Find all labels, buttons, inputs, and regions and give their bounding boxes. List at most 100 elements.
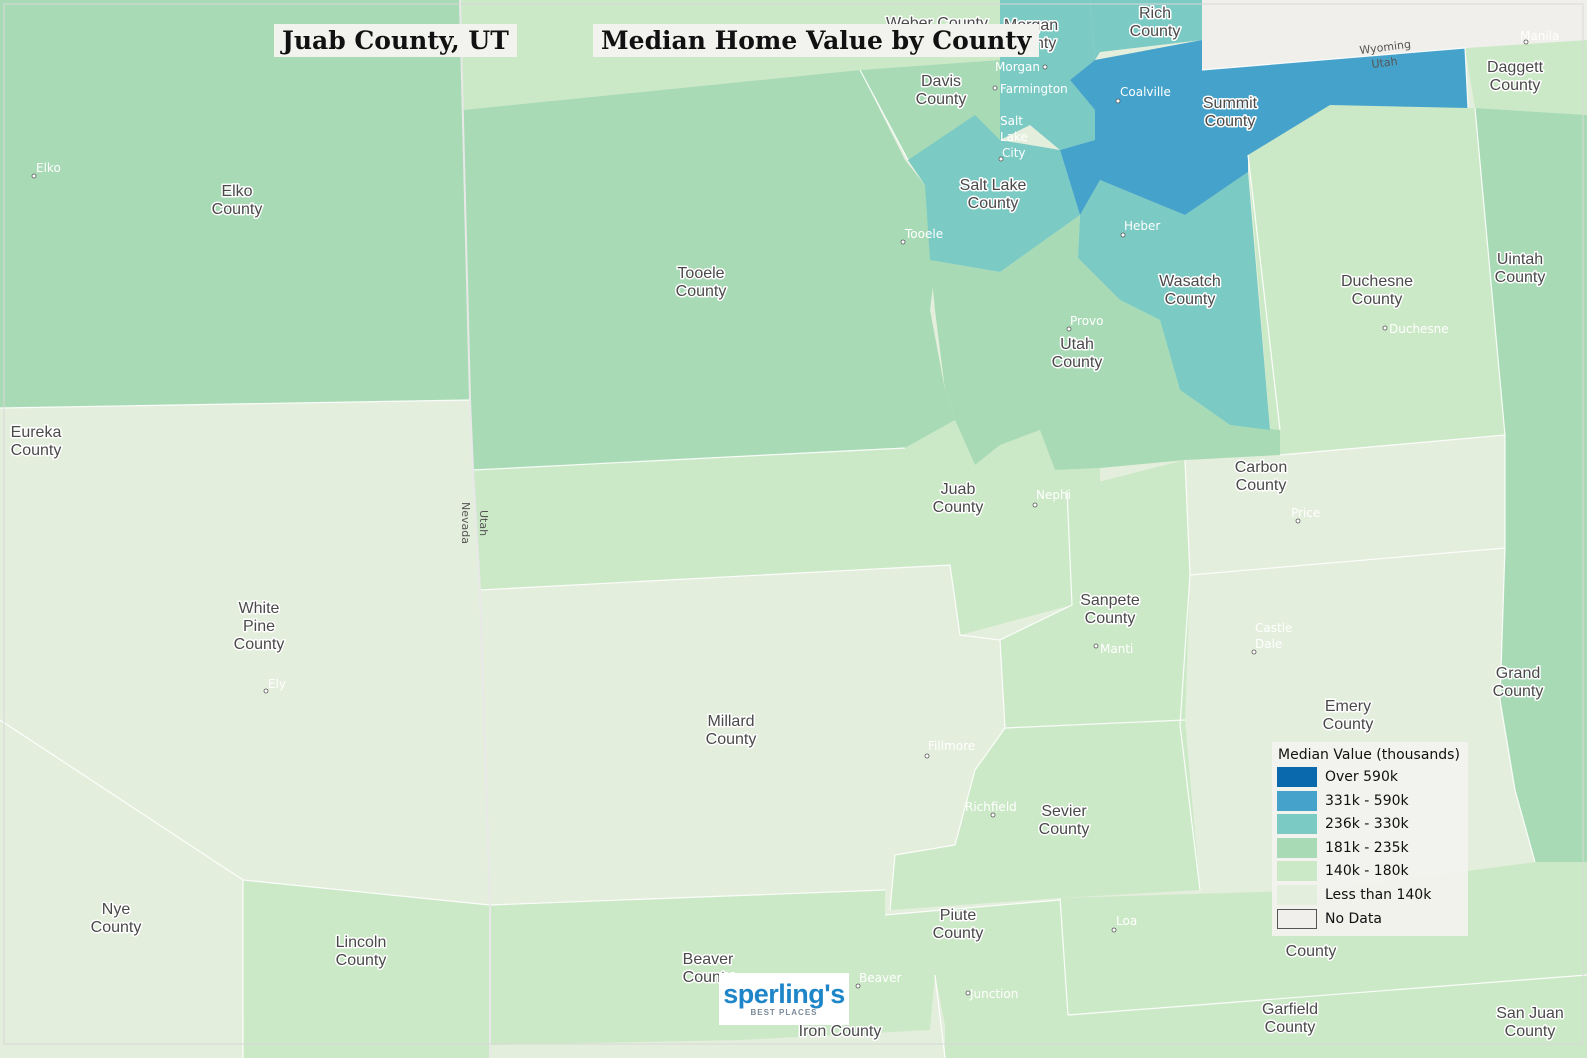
county-label-san-juan: San Juan County: [1496, 1005, 1564, 1040]
legend-swatch: [1277, 909, 1317, 929]
city-markers: [31, 39, 1529, 996]
county-label-iron: Iron County: [799, 1023, 882, 1040]
legend-label: 181k - 235k: [1325, 840, 1409, 856]
sperlings-logo[interactable]: sperling's BEST PLACES: [719, 973, 849, 1025]
legend-label: No Data: [1325, 911, 1382, 927]
county-label-emery: Emery County: [1323, 698, 1374, 733]
legend-item: 331k - 590k: [1277, 790, 1409, 812]
region-uintah-county: [1475, 108, 1587, 548]
city-elko: Elko: [36, 161, 61, 175]
city-farmington: Farmington: [1000, 82, 1068, 96]
region-salt-lake-county: [908, 115, 1080, 272]
legend-item: No Data: [1277, 908, 1382, 930]
city-manila: Manila: [1520, 29, 1559, 43]
city-beaver: Beaver: [859, 971, 901, 985]
legend-item: 181k - 235k: [1277, 837, 1409, 859]
city-loa: Loa: [1116, 914, 1137, 928]
layer-331k-590k: [1060, 40, 1468, 215]
legend-swatch: [1277, 814, 1317, 834]
logo-tagline: BEST PLACES: [750, 1008, 818, 1017]
legend-label: 236k - 330k: [1325, 816, 1409, 832]
legend-swatch: [1277, 767, 1317, 787]
state-label-nevada: Nevada: [459, 502, 472, 544]
state-label-wyoming: Wyoming: [1359, 38, 1412, 57]
state-border: [459, 0, 491, 1058]
city-castle-dale: Castle Dale: [1255, 621, 1292, 651]
region-elko-county: [0, 0, 470, 408]
region-summit-county: [1060, 40, 1468, 215]
city-coalville: Coalville: [1120, 85, 1171, 99]
layer-181k-235k: [0, 0, 1587, 862]
county-label-tooele: Tooele County: [676, 265, 727, 300]
city-price: Price: [1291, 506, 1320, 520]
map-frame: [3, 3, 1584, 1045]
page-title: Juab County, UT: [274, 24, 517, 57]
county-label-summit: Summit County: [1203, 95, 1258, 130]
county-label-nye: Nye County: [91, 901, 142, 936]
city-salt-lake-city: Salt Lake City: [1000, 114, 1028, 160]
legend-swatch: [1277, 791, 1317, 811]
region-duchesne-county: [1248, 105, 1505, 455]
legend-label: Over 590k: [1325, 769, 1398, 785]
region-grand-county: [1500, 548, 1587, 862]
legend-swatch: [1277, 861, 1317, 881]
state-label-utah: Utah: [477, 510, 490, 536]
city-morgan: Morgan: [995, 60, 1040, 74]
county-label-elko: Elko County: [212, 183, 263, 218]
region-utah-county: [930, 215, 1280, 470]
legend-swatch: [1277, 885, 1317, 905]
city-junction: Junction: [969, 987, 1018, 1001]
city-richfield: Richfield: [965, 800, 1017, 814]
legend-label: Less than 140k: [1325, 887, 1432, 903]
map-title: Median Home Value by County: [593, 24, 1040, 57]
region-tooele-county: [462, 70, 955, 470]
county-label-utah: Utah County: [1052, 336, 1103, 371]
region-garfield-county: [945, 975, 1587, 1058]
legend-label: 140k - 180k: [1325, 863, 1409, 879]
city-labels: Elko Tooele Salt Lake City Farmington Morg…: [36, 29, 1559, 1001]
region-daggett-county: [1465, 40, 1587, 115]
region-piute-county: [885, 900, 1068, 1025]
state-label-utah-north: Utah: [1371, 55, 1398, 71]
legend-label: 331k - 590k: [1325, 793, 1409, 809]
county-label-garfield: Garfield County: [1262, 1001, 1318, 1036]
region-rich-county: [1090, 0, 1202, 60]
county-label-eureka: Eureka County: [11, 424, 62, 459]
city-tooele: Tooele: [904, 227, 943, 241]
legend-title: Median Value (thousands): [1278, 747, 1460, 763]
legend-item: 236k - 330k: [1277, 813, 1409, 835]
logo-wordmark: sperling's: [723, 979, 845, 1009]
county-label-rich: Rich County: [1130, 5, 1181, 40]
county-label-white-pine: White Pine County: [234, 600, 285, 653]
city-provo: Provo: [1070, 314, 1103, 328]
region-wasatch-county: [1078, 172, 1270, 430]
region-wyoming-no-data: [1202, 0, 1587, 70]
city-fillmore: Fillmore: [928, 739, 975, 753]
county-label-wayne: County: [1286, 943, 1337, 960]
county-label-uintah: Uintah County: [1495, 251, 1546, 286]
county-label-lincoln: Lincoln County: [336, 934, 387, 969]
county-label-wasatch: Wasatch County: [1159, 273, 1221, 308]
county-label-piute: Piute County: [933, 907, 984, 942]
county-label-millard: Millard County: [706, 713, 757, 748]
region-sanpete-county: [1000, 460, 1190, 728]
county-label-sanpete: Sanpete County: [1080, 592, 1140, 627]
county-label-grand: Grand County: [1493, 665, 1544, 700]
region-sevier-county: [890, 720, 1200, 910]
region-juab-county: [473, 420, 1100, 635]
county-label-davis: Davis County: [916, 73, 967, 108]
county-label-juab: Juab County: [933, 481, 984, 516]
city-ely: Ely: [268, 677, 286, 691]
city-heber: Heber: [1124, 219, 1160, 233]
layer-140k-180k: [243, 0, 1587, 1058]
city-manti: Manti: [1100, 642, 1133, 656]
county-label-duchesne: Duchesne County: [1341, 273, 1413, 308]
legend-item: 140k - 180k: [1277, 860, 1409, 882]
county-label-salt-lake: Salt Lake County: [960, 177, 1027, 212]
legend-swatch: [1277, 838, 1317, 858]
county-label-daggett: Daggett County: [1487, 59, 1544, 94]
legend: Median Value (thousands) Over 590k 331k …: [1272, 742, 1468, 936]
legend-item: Over 590k: [1277, 766, 1398, 788]
county-label-carbon: Carbon County: [1235, 459, 1287, 494]
